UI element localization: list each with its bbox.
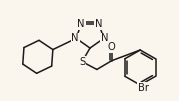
Text: N: N	[101, 33, 108, 43]
Text: S: S	[79, 57, 85, 67]
Text: N: N	[71, 33, 79, 43]
Text: O: O	[108, 42, 115, 52]
Text: N: N	[77, 19, 85, 29]
Text: N: N	[95, 19, 103, 29]
Text: Br: Br	[138, 83, 149, 93]
